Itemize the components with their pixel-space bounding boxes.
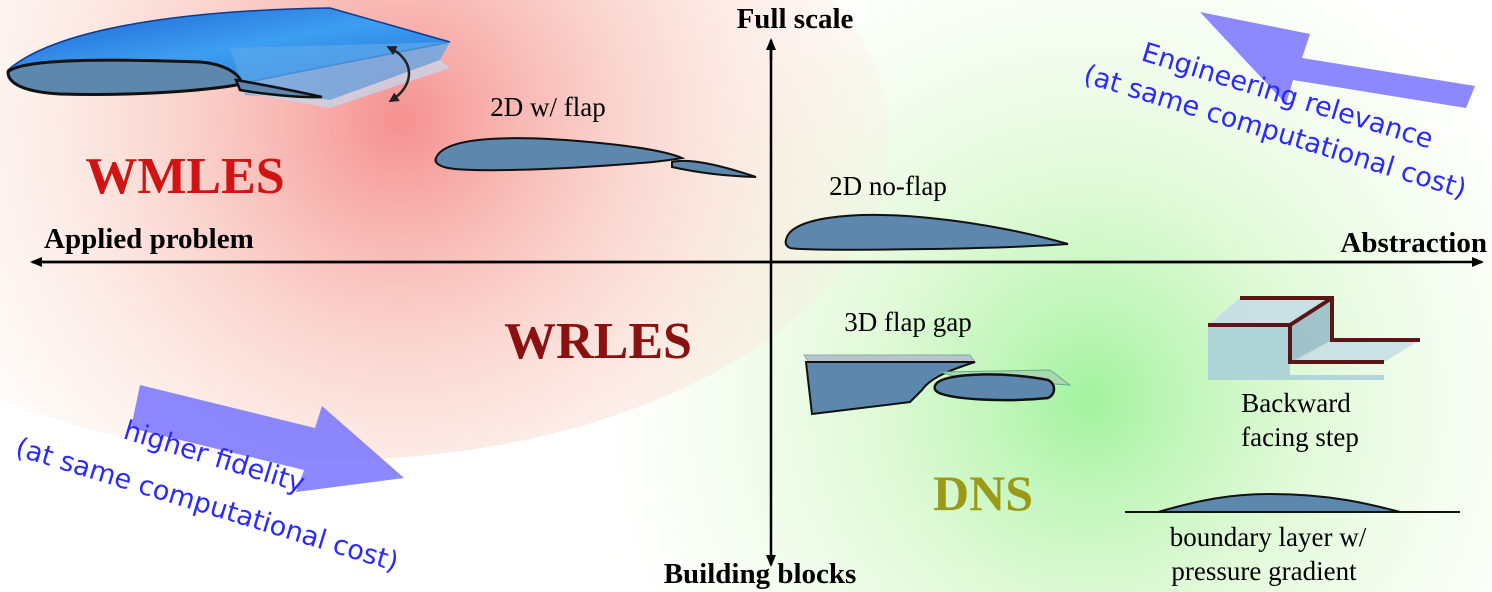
wing-section-flap <box>234 78 323 99</box>
axis-label-bottom: Building blocks <box>664 558 857 590</box>
airfoil-2d-flap-element <box>671 159 757 178</box>
case-label-2d-noflap: 2D no-flap <box>829 171 947 201</box>
engineering-relevance-arrow <box>1200 12 1475 108</box>
step-lower-face <box>1290 340 1420 362</box>
flap-gap-3d-illustration <box>803 354 1072 416</box>
axis-label-right: Abstraction <box>1340 227 1487 259</box>
case-label-bl-line1: boundary layer w/ <box>1170 522 1367 552</box>
flap-gap-main-element <box>804 361 976 416</box>
airfoil-2d-main-element <box>434 137 686 172</box>
step-side-face <box>1290 298 1332 365</box>
step-edge <box>1288 296 1334 327</box>
red-region-wash <box>0 0 890 460</box>
region-label-dns: DNS <box>933 465 1033 521</box>
flap-gap-flap-element <box>933 373 1056 402</box>
axis-label-top: Full scale <box>737 3 854 35</box>
region-label-wrles: WRLES <box>504 313 692 370</box>
case-label-2d-flap: 2D w/ flap <box>490 92 605 122</box>
case-label-step-line2: facing step <box>1241 422 1359 452</box>
case-label-step-line1: Backward <box>1241 388 1351 418</box>
step-profile-front <box>1208 323 1384 364</box>
step-top-face <box>1208 298 1332 325</box>
wing-section-main <box>6 58 244 96</box>
wing-3d-illustration <box>6 7 451 108</box>
airfoil-2d-noflap <box>784 213 1069 251</box>
case-label-3d-flap-gap: 3D flap gap <box>844 307 971 337</box>
case-label-bl-line2: pressure gradient <box>1171 556 1357 586</box>
backward-facing-step-illustration <box>1208 296 1420 380</box>
boundary-layer-bump-illustration <box>1125 492 1460 513</box>
step-profile-back <box>1240 296 1420 342</box>
airfoil-2d-with-flap <box>434 137 757 178</box>
region-label-wmles: WMLES <box>85 148 284 205</box>
bl-bump <box>1157 492 1401 513</box>
step-front-face <box>1208 325 1384 380</box>
higher-fidelity-arrow <box>131 385 404 492</box>
flap-deflection-arrow <box>386 46 411 103</box>
axis-label-left: Applied problem <box>44 223 254 255</box>
